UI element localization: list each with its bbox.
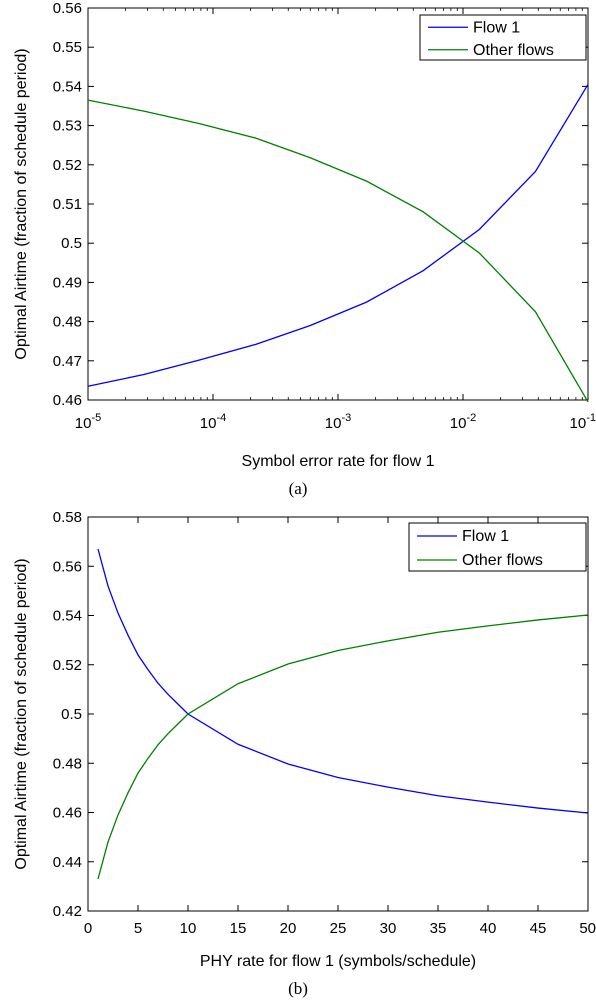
x-tick-label: 45	[530, 920, 547, 937]
legend-label: Flow 1	[462, 528, 509, 545]
legend-box	[419, 14, 587, 61]
y-tick-label: 0.5	[61, 706, 82, 723]
x-axis-label: Symbol error rate for flow 1	[242, 453, 435, 470]
legend: Flow 1 Other flows	[419, 14, 587, 61]
x-tick-label: 10-3	[325, 412, 351, 432]
x-tick-label: 35	[430, 920, 447, 937]
y-tick-label: 0.54	[53, 608, 82, 625]
plot-area	[87, 7, 589, 401]
legend-box	[408, 522, 587, 572]
y-tick-label: 0.5	[61, 235, 82, 252]
plot-area	[87, 516, 589, 912]
y-tick-label: 0.52	[53, 657, 82, 674]
y-tick-label: 0.42	[53, 903, 82, 920]
x-tick-label: 10-2	[450, 412, 476, 432]
series-line-flow-1	[87, 84, 589, 387]
series-line-other-flows	[87, 99, 589, 403]
x-tick-label: 10-5	[75, 412, 101, 432]
x-tick-label: 40	[480, 920, 497, 937]
y-tick-label: 0.55	[53, 39, 82, 56]
x-tick-label: 30	[380, 920, 397, 937]
y-tick-label: 0.56	[53, 558, 82, 575]
figure-caption: (b)	[288, 979, 308, 998]
x-tick-label: 10-1	[570, 412, 596, 432]
x-tick-label: 50	[579, 920, 596, 937]
y-tick-label: 0.47	[53, 353, 82, 370]
figure-caption: (a)	[289, 479, 308, 498]
x-axis-label: PHY rate for flow 1 (symbols/schedule)	[200, 953, 476, 970]
legend-label: Flow 1	[473, 19, 520, 36]
chart-b: 0 5 10 15 20 25 30 35 40 45 50 0.42 0.44 0.46 0.48 0.5 0…	[13, 509, 596, 998]
y-tick-label: 0.49	[53, 274, 82, 291]
y-tick-label: 0.56	[53, 0, 82, 17]
y-axis-label: Optimal Airtime (fraction of schedule pe…	[13, 558, 30, 869]
y-tick-label: 0.48	[53, 755, 82, 772]
x-tick-label: 20	[280, 920, 297, 937]
x-tick-label: 15	[230, 920, 247, 937]
x-tick-label: 5	[134, 920, 142, 937]
x-tick-label: 10-4	[200, 412, 226, 432]
y-tick-label: 0.46	[53, 805, 82, 822]
y-tick-label: 0.58	[53, 509, 82, 526]
y-tick-label: 0.53	[53, 118, 82, 135]
series-line-other-flows	[97, 614, 589, 880]
x-tick-label: 0	[84, 920, 92, 937]
x-tick-label: 10	[180, 920, 197, 937]
chart-a: 10-5 10-4 10-3 10-2 10-1 0.46 0.47 0.48 0.49 0.5 0…	[13, 0, 596, 498]
legend-label: Other flows	[473, 42, 554, 59]
y-tick-label: 0.54	[53, 78, 82, 95]
legend-label: Other flows	[462, 552, 543, 569]
x-tick-label: 25	[330, 920, 347, 937]
series-line-flow-1	[97, 548, 589, 814]
y-tick-label: 0.52	[53, 157, 82, 174]
y-tick-label: 0.48	[53, 314, 82, 331]
y-tick-label: 0.51	[53, 196, 82, 213]
y-tick-label: 0.46	[53, 392, 82, 409]
y-axis-label: Optimal Airtime (fraction of schedule pe…	[13, 48, 30, 359]
legend: Flow 1 Other flows	[408, 522, 587, 572]
y-tick-label: 0.44	[53, 854, 82, 871]
